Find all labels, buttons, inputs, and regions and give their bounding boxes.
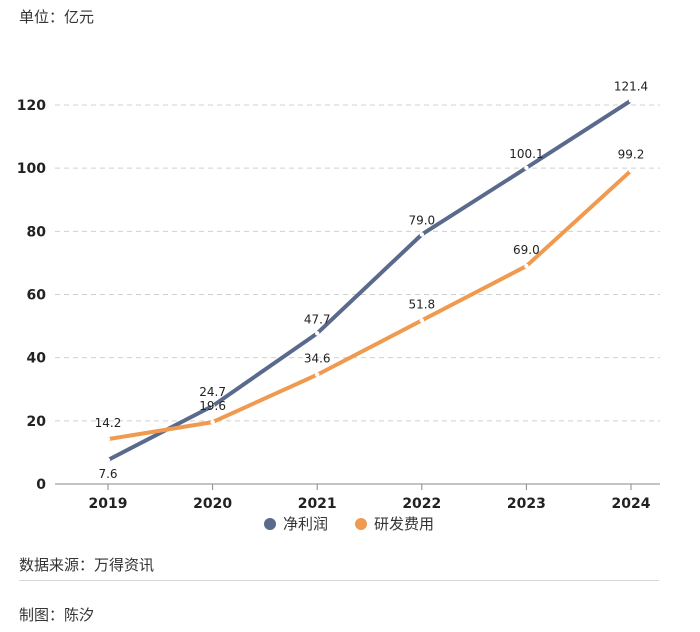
author-credit: 制图：陈汐 [19,606,95,624]
series-point [105,457,111,463]
legend-label: 研发费用 [374,515,434,533]
data-label: 100.1 [509,147,543,161]
y-tick-label: 120 [17,98,46,114]
series-lines [105,98,634,463]
x-tick-label: 2020 [193,496,232,512]
unit-label: 单位：亿元 [19,8,95,26]
x-tick-label: 2021 [298,496,337,512]
x-tick-label: 2024 [612,496,651,512]
series-point [628,168,634,173]
series-point [315,331,320,336]
y-tick-label: 0 [36,477,46,493]
legend-label: 净利润 [283,515,328,533]
x-tick-label: 2022 [402,496,441,512]
data-label: 19.6 [199,399,226,413]
series-line-1 [106,168,633,442]
y-tick-label: 40 [27,351,47,367]
data-label: 69.0 [513,243,540,257]
data-label: 121.4 [614,80,648,94]
divider [19,580,659,581]
data-label: 7.6 [98,467,117,481]
series-point [419,318,424,323]
data-labels: 7.6 24.7 47.7 79.0 100.1 121.4 14.2 19.6 34.6 51.… [95,80,649,481]
legend-swatch [355,518,367,530]
data-label: 34.6 [304,352,331,366]
data-label: 99.2 [618,148,645,162]
data-source-note: 数据来源：万得资讯 [19,556,155,574]
series-point [315,372,320,377]
series-point [628,98,634,103]
y-tick-label: 80 [27,224,47,240]
legend-swatch [264,518,276,530]
series-line-0 [106,98,633,462]
data-label: 79.0 [408,213,435,227]
series-point [419,232,424,237]
data-label: 14.2 [95,416,122,430]
y-tick-label: 60 [27,288,47,304]
y-tick-label: 20 [27,414,47,430]
data-label: 51.8 [408,297,435,311]
series-point [524,165,529,171]
y-tick-label: 100 [17,161,46,177]
data-label: 47.7 [304,312,331,326]
data-label: 24.7 [199,385,226,399]
grid-lines [55,104,660,422]
series-point [210,403,215,409]
x-tick-label: 2019 [89,496,128,512]
legend: 净利润 研发费用 [264,515,434,533]
series-point [105,436,111,442]
x-tick-label: 2023 [507,496,546,512]
series-point [524,263,529,269]
series-point [210,419,215,425]
axes: 0 20 40 60 80 100 120 2019 2020 2021 2022 2023 2024 [17,98,660,512]
